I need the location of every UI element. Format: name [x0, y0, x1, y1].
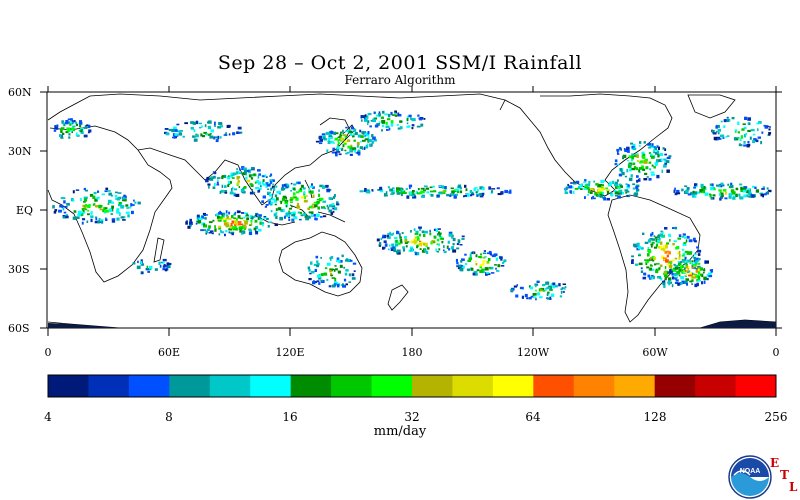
new-zealand-outline — [387, 284, 409, 311]
africa-outline — [47, 125, 173, 283]
cb-tick-128: 128 — [644, 410, 667, 424]
colorbar-segment — [735, 375, 777, 397]
lon-label-0: 0 — [45, 346, 52, 359]
lat-label-60s: 60S — [8, 322, 30, 335]
colorbar-segment — [492, 375, 534, 397]
longitude-axis: 0 60E 120E 180 120W 60W 0 — [45, 86, 780, 359]
lon-label-120w: 120W — [517, 346, 550, 359]
antarctic-ice-east — [700, 320, 776, 328]
lon-label-180: 180 — [402, 346, 423, 359]
map-frame — [46, 91, 777, 329]
cb-tick-256: 256 — [765, 410, 788, 424]
south-america-outline — [607, 194, 701, 323]
eurasia-outline — [47, 93, 506, 121]
colorbar-segment — [452, 375, 494, 397]
madagascar-outline — [153, 237, 165, 263]
australia-outline — [278, 231, 363, 297]
cb-tick-64: 64 — [525, 410, 541, 424]
colorbar-units: mm/day — [373, 424, 427, 439]
colorbar-segment — [209, 375, 251, 397]
noaa-logo: NOAA — [728, 455, 772, 499]
lon-label-60w: 60W — [642, 346, 668, 359]
colorbar-frame — [47, 374, 777, 398]
antarctic-ice-west — [48, 323, 118, 328]
cb-tick-32: 32 — [404, 410, 419, 424]
latitude-axis: 60N 30N EQ 30S 60S — [8, 86, 782, 335]
colorbar — [48, 375, 777, 397]
rain-patches — [52, 110, 772, 301]
colorbar-segment — [290, 375, 332, 397]
lon-label-60e: 60E — [158, 346, 180, 359]
greenland-outline — [687, 94, 736, 119]
lat-label-60n: 60N — [8, 86, 32, 99]
noaa-logo-text: NOAA — [740, 468, 761, 475]
colorbar-segment — [250, 375, 292, 397]
colorbar-segment — [695, 375, 737, 397]
lat-label-30n: 30N — [8, 145, 32, 158]
colorbar-segment — [573, 375, 615, 397]
colorbar-segment — [88, 375, 130, 397]
south-asia-outline — [137, 117, 351, 206]
lon-label-0-right: 0 — [773, 346, 780, 359]
map-title: Sep 28 – Oct 2, 2001 SSM/I Rainfall — [217, 52, 583, 74]
etl-letter-e: E — [770, 456, 780, 470]
etl-letter-l: L — [789, 480, 798, 494]
north-america-outline — [504, 93, 673, 197]
colorbar-segment — [654, 375, 696, 397]
lon-label-120e: 120E — [275, 346, 304, 359]
colorbar-segment — [48, 375, 89, 397]
colorbar-segment — [533, 375, 575, 397]
cb-tick-4: 4 — [44, 410, 52, 424]
lat-label-30s: 30S — [8, 263, 30, 276]
colorbar-ticks: 4 8 16 32 64 128 256 — [44, 410, 787, 424]
cb-tick-16: 16 — [282, 410, 297, 424]
colorbar-segment — [128, 375, 170, 397]
lat-label-eq: EQ — [16, 204, 33, 217]
cb-tick-8: 8 — [165, 410, 173, 424]
colorbar-segment — [412, 375, 453, 397]
colorbar-segment — [614, 375, 656, 397]
colorbar-segment — [371, 375, 413, 397]
etl-letter-t: T — [780, 468, 789, 482]
colorbar-segment — [331, 375, 373, 397]
map-subtitle: Ferraro Algorithm — [344, 73, 456, 87]
colorbar-segment — [169, 375, 211, 397]
